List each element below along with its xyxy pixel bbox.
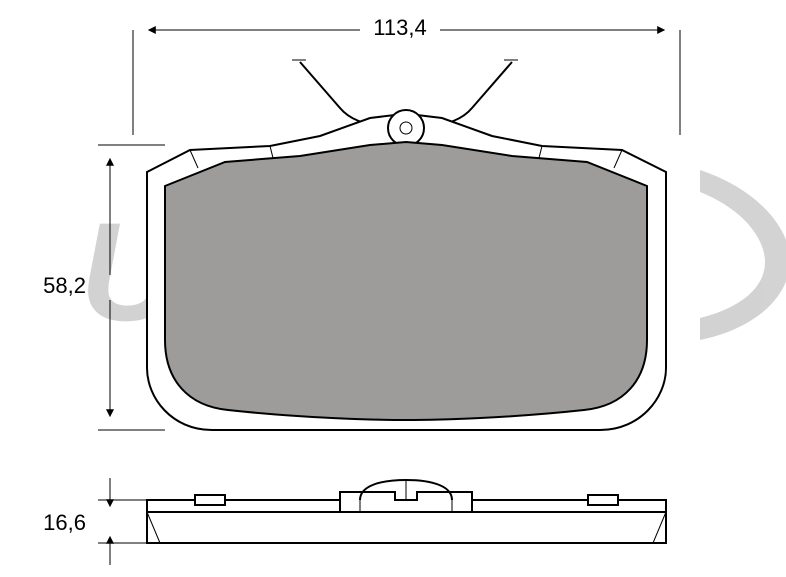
friction-pad <box>165 142 647 420</box>
technical-drawing: UMEX brakes 113,4 <box>0 0 786 577</box>
slot-left <box>195 495 225 505</box>
dim-thickness-text: 16,6 <box>43 510 86 535</box>
slot-right <box>588 495 618 505</box>
dim-height-text: 58,2 <box>43 273 86 298</box>
dim-thickness: 16,6 <box>43 478 147 565</box>
side-view <box>147 480 666 543</box>
center-bracket <box>340 480 472 512</box>
dim-width-text: 113,4 <box>373 15 426 40</box>
rivet <box>388 110 424 146</box>
watermark-swoosh <box>700 170 786 340</box>
front-view <box>147 60 666 430</box>
